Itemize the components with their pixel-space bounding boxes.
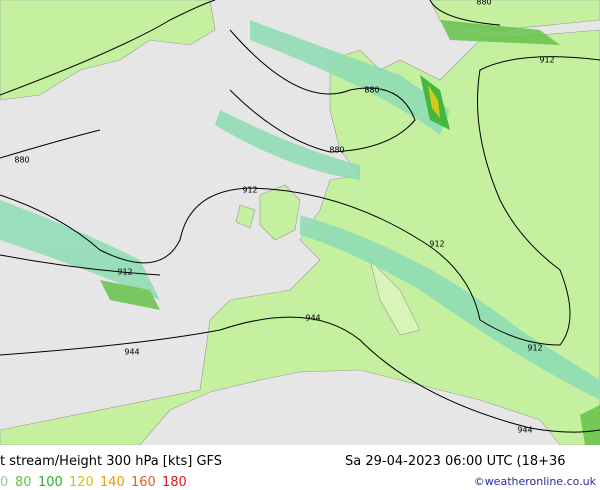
jet-shading	[0, 20, 600, 445]
datetime: Sa 29-04-2023 06:00 UTC (18+36	[345, 454, 566, 469]
contour-label: 944	[305, 314, 320, 323]
contour-label: 880	[476, 0, 491, 7]
legend: 0 80 100 120 140 160 180	[0, 475, 187, 490]
contour-label: 912	[539, 56, 554, 65]
legend-label: 160	[131, 475, 156, 490]
legend-label: 180	[162, 475, 187, 490]
legend-label: 0	[0, 475, 8, 490]
legend-label: 140	[100, 475, 125, 490]
contour-label: 880	[14, 156, 29, 165]
contour-label: 880	[364, 86, 379, 95]
contour-label: 912	[242, 186, 257, 195]
height-contours	[0, 0, 600, 433]
legend-label: 100	[38, 475, 63, 490]
contour-label: 944	[124, 348, 139, 357]
contour-labels: 880 880 880 880 912 912 912 912 912 944 944 944	[14, 0, 554, 435]
legend-label: 120	[69, 475, 94, 490]
footer-bg	[0, 445, 600, 490]
contour-label: 912	[527, 344, 542, 353]
contour-label: 912	[117, 268, 132, 277]
title: t stream/Height 300 hPa [kts] GFS	[0, 454, 222, 469]
contour-label: 912	[429, 240, 444, 249]
contour-label: 944	[517, 426, 532, 435]
legend-label: 80	[15, 475, 32, 490]
credit: ©weatheronline.co.uk	[474, 475, 597, 488]
contour-label: 880	[329, 146, 344, 155]
footer: t stream/Height 300 hPa [kts] GFS Sa 29-…	[0, 445, 600, 490]
